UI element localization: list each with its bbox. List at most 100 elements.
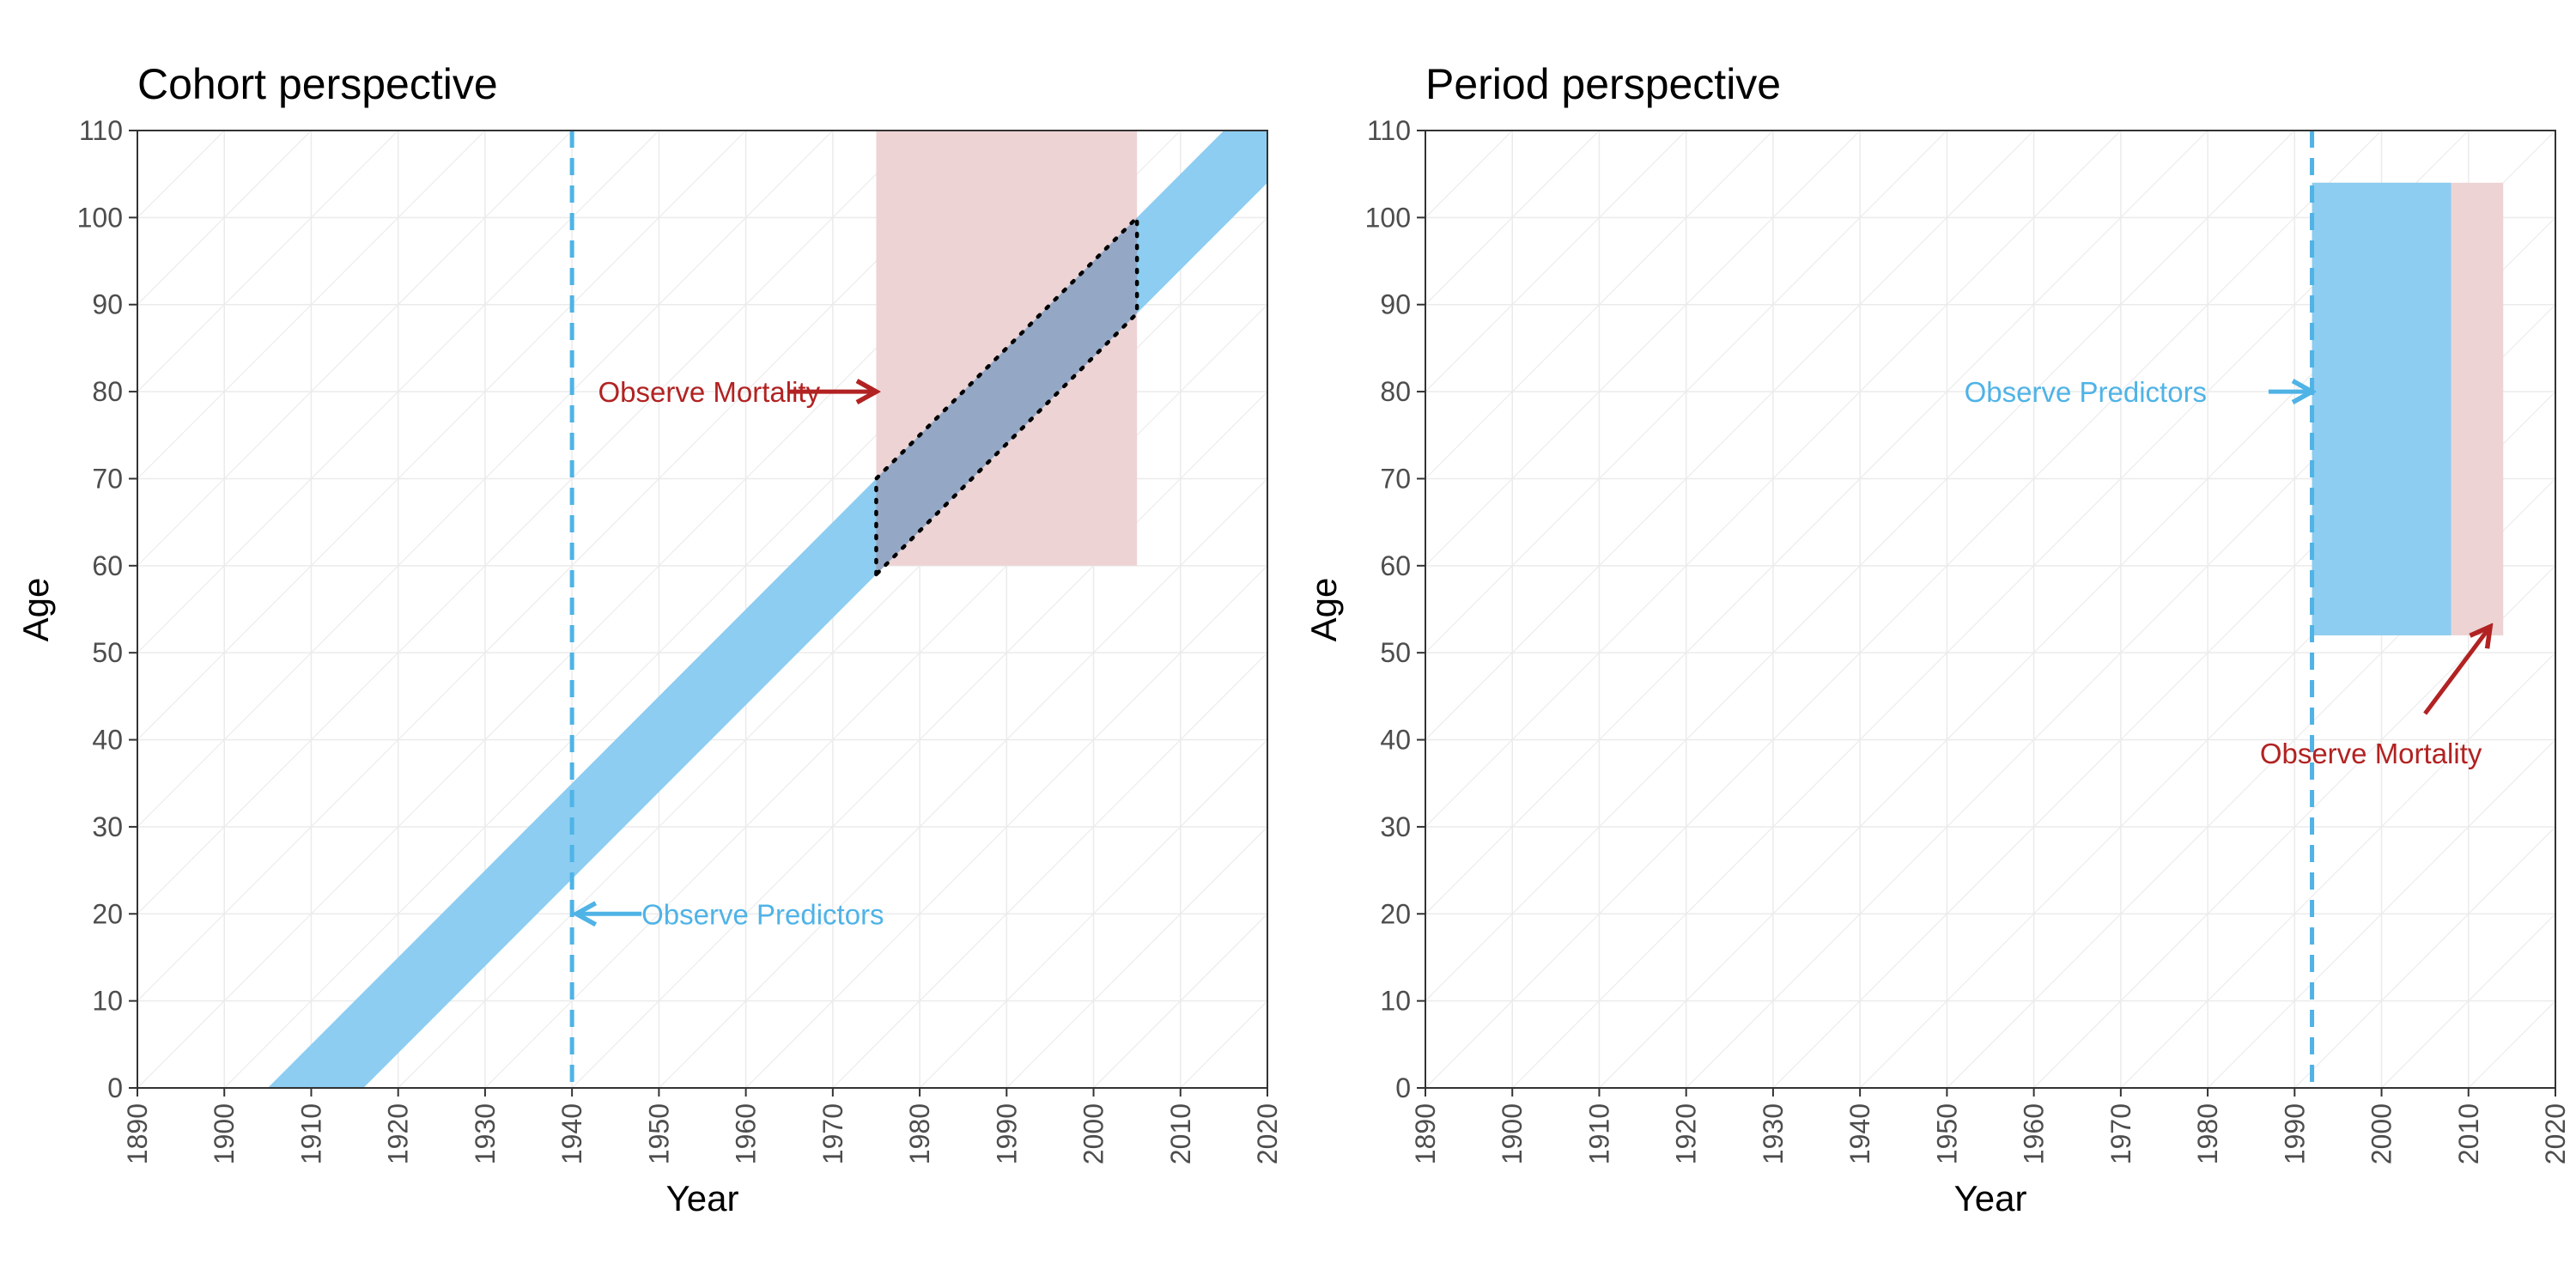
y-tick-label: 90 xyxy=(1380,289,1411,320)
period-annotations: Observe Predictors Observe Mortality xyxy=(1965,376,2490,769)
lifeline-diagonal xyxy=(2033,564,2555,1088)
lifeline-diagonal xyxy=(1425,131,2208,915)
y-tick-label: 80 xyxy=(92,376,123,407)
lifeline-diagonal xyxy=(1425,131,1774,480)
cohort-x-ticks: 1890 1900 1910 1920 1930 1940 1950 1960 1970 1980… xyxy=(122,1088,1283,1164)
x-tick-label: 1930 xyxy=(470,1103,501,1164)
cohort-y-axis-title: Age xyxy=(15,578,56,642)
lifeline-diagonal xyxy=(2207,738,2555,1088)
y-tick-label: 60 xyxy=(1380,550,1411,581)
x-tick-label: 1980 xyxy=(904,1103,935,1164)
x-tick-label: 1950 xyxy=(1931,1103,1962,1164)
x-tick-label: 1970 xyxy=(817,1103,848,1164)
x-tick-label: 1890 xyxy=(1410,1103,1441,1164)
lifeline-diagonal xyxy=(919,738,1267,1088)
y-tick-label: 100 xyxy=(77,202,123,233)
y-tick-label: 110 xyxy=(1367,115,1411,146)
lifeline-diagonal xyxy=(2555,0,2576,1088)
x-tick-label: 1990 xyxy=(2279,1103,2310,1164)
lifeline-diagonal xyxy=(137,131,486,480)
x-tick-label: 1970 xyxy=(2105,1103,2136,1164)
y-tick-label: 90 xyxy=(92,289,123,320)
lifeline-diagonal xyxy=(1425,131,2035,741)
period-plot-area xyxy=(1425,0,2576,1088)
lifeline-diagonal xyxy=(1425,131,1948,654)
x-tick-label: 1920 xyxy=(383,1103,414,1164)
y-tick-label: 60 xyxy=(92,550,123,581)
x-tick-label: 1930 xyxy=(1758,1103,1789,1164)
y-tick-label: 10 xyxy=(1380,986,1411,1017)
period-y-axis-title: Age xyxy=(1303,578,1344,642)
lifeline-diagonal xyxy=(137,131,747,741)
x-tick-label: 1900 xyxy=(209,1103,240,1164)
lifeline-diagonal xyxy=(1599,131,2555,1088)
y-tick-label: 20 xyxy=(1380,898,1411,929)
x-tick-label: 1940 xyxy=(1844,1103,1875,1164)
lifeline-diagonal xyxy=(1005,826,1267,1088)
lifeline-diagonal xyxy=(137,131,834,828)
x-tick-label: 1910 xyxy=(295,1103,326,1164)
lifeline-diagonal xyxy=(0,0,485,1088)
lifeline-diagonal xyxy=(137,131,1008,1002)
cohort-panel-border xyxy=(137,130,1268,1089)
lifeline-diagonal xyxy=(1511,131,2470,1088)
period-panel: Period perspective 1890 1900 1910 1920 1930 1… xyxy=(1303,0,2576,1218)
overlap-region xyxy=(874,212,1139,580)
period-x-ticks: 1890 1900 1910 1920 1930 1940 1950 1960 1970 1980… xyxy=(1410,1088,2571,1164)
cohort-x-axis-title: Year xyxy=(666,1178,739,1218)
annotation-label: Observe Mortality xyxy=(598,376,821,408)
y-tick-label: 30 xyxy=(92,811,123,842)
x-tick-label: 1920 xyxy=(1671,1103,1702,1164)
lifeline-diagonal xyxy=(137,131,1095,1088)
y-tick-label: 30 xyxy=(1380,811,1411,842)
lifeline-diagonal xyxy=(1946,477,2555,1088)
predictor-window xyxy=(2312,182,2451,635)
lifeline-diagonal xyxy=(137,131,660,654)
y-tick-label: 110 xyxy=(79,115,123,146)
lifeline-diagonal xyxy=(1425,131,2383,1088)
x-tick-label: 2000 xyxy=(1078,1103,1109,1164)
lifeline-diagonal xyxy=(1180,999,1267,1088)
lifeline-diagonal xyxy=(1859,391,2555,1088)
lifeline-diagonal xyxy=(1093,913,1267,1088)
x-tick-label: 1900 xyxy=(1497,1103,1528,1164)
lifeline-diagonal xyxy=(137,131,574,567)
annotation-arrow xyxy=(2423,627,2490,715)
cohort-annotations: Observe Mortality Observe Predictors xyxy=(576,376,884,930)
lifeline-diagonal xyxy=(1425,131,2122,828)
period-panel-title: Period perspective xyxy=(1425,60,1781,108)
period-x-axis-title: Year xyxy=(1954,1178,2027,1218)
y-tick-label: 0 xyxy=(107,1072,123,1103)
y-tick-label: 80 xyxy=(1380,376,1411,407)
annotation-label: Observe Predictors xyxy=(1965,376,2207,408)
period-y-ticks: 0 10 20 30 40 50 60 70 80 90 100 110 xyxy=(1365,115,1425,1103)
x-tick-label: 1960 xyxy=(731,1103,762,1164)
x-tick-label: 1960 xyxy=(2019,1103,2050,1164)
y-tick-label: 70 xyxy=(92,463,123,494)
lifeline-diagonal xyxy=(2120,652,2555,1088)
lifeline-diagonal xyxy=(571,391,1267,1088)
x-tick-label: 2010 xyxy=(2453,1103,2484,1164)
lifeline-diagonal xyxy=(658,477,1267,1088)
x-tick-label: 2020 xyxy=(1252,1103,1283,1164)
annotation-label: Observe Predictors xyxy=(641,898,884,930)
x-tick-label: 1940 xyxy=(556,1103,587,1164)
lifeline-diagonal xyxy=(745,564,1267,1088)
y-tick-label: 50 xyxy=(1380,637,1411,668)
x-tick-label: 1990 xyxy=(991,1103,1022,1164)
cohort-y-ticks: 0 10 20 30 40 50 60 70 80 90 100 110 xyxy=(77,115,137,1103)
y-tick-label: 100 xyxy=(1365,202,1411,233)
y-tick-label: 0 xyxy=(1395,1072,1411,1103)
y-tick-label: 50 xyxy=(92,637,123,668)
y-tick-label: 40 xyxy=(92,725,123,756)
x-tick-label: 1980 xyxy=(2192,1103,2223,1164)
cohort-panel-title: Cohort perspective xyxy=(137,60,498,108)
cohort-panel: Cohort perspective 1890 1900 1910 1920 1930 1… xyxy=(0,0,1283,1218)
lifeline-diagonal xyxy=(1425,131,1862,567)
lifeline-diagonal xyxy=(832,652,1267,1088)
x-tick-label: 1910 xyxy=(1583,1103,1614,1164)
x-tick-label: 1950 xyxy=(643,1103,674,1164)
x-tick-label: 2020 xyxy=(2540,1103,2571,1164)
annotation-label: Observe Mortality xyxy=(2260,738,2482,769)
